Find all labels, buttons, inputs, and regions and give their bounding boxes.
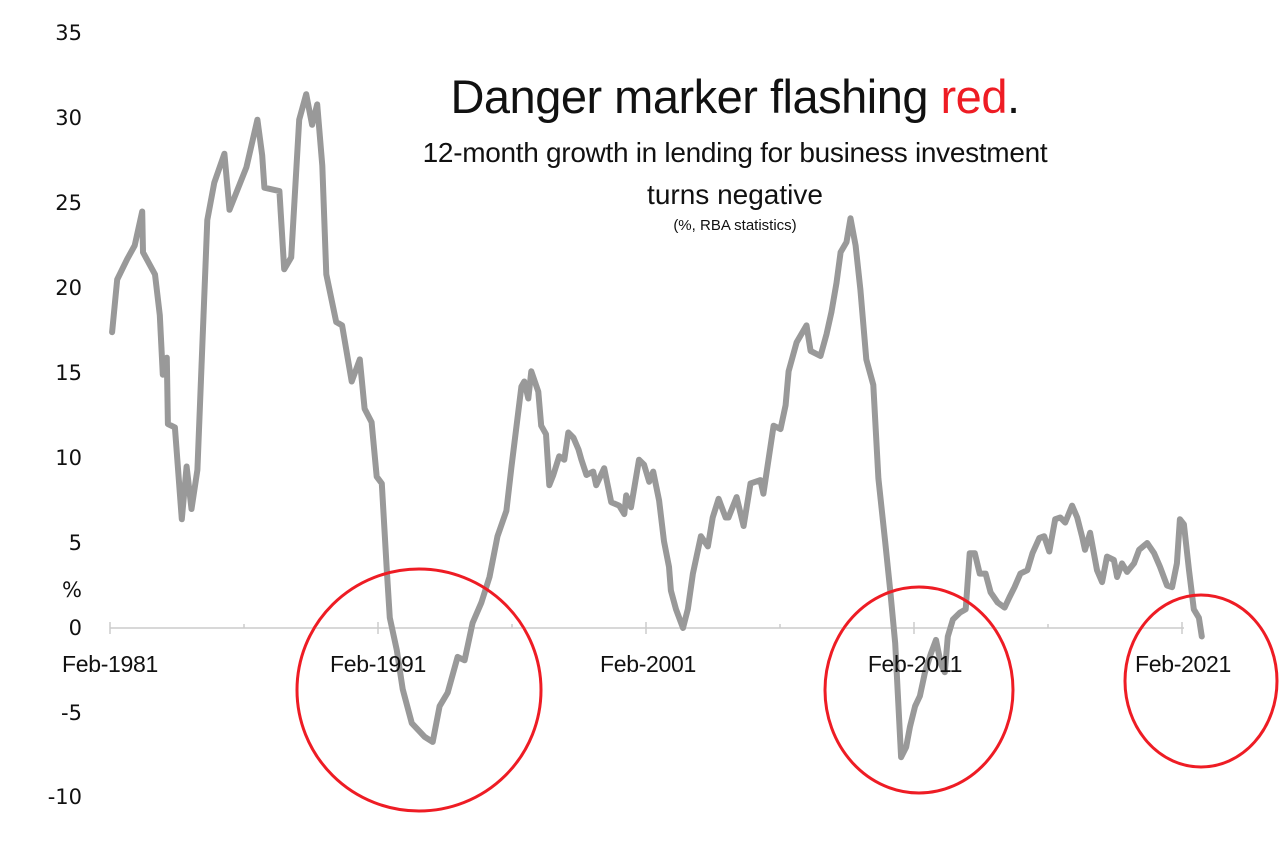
y-axis-unit-label: %	[62, 578, 82, 602]
x-tick-label: Feb-1991	[329, 651, 427, 677]
red-circle-1991	[295, 567, 543, 813]
y-tick-label: 35	[55, 21, 82, 45]
x-tick-label: Feb-2011	[867, 651, 963, 677]
chart-title: Danger marker flashing red.	[380, 70, 1090, 124]
chart-subtitle-line1: 12-month growth in lending for business …	[422, 137, 1048, 168]
y-tick-label: 0	[68, 616, 82, 640]
y-tick-label: 20	[55, 276, 82, 300]
chart-subtitle-line2: turns negative	[647, 179, 823, 210]
x-axis	[109, 622, 1184, 634]
y-tick-label: 30	[55, 106, 82, 130]
x-tick-label: Feb-1981	[61, 651, 159, 677]
y-tick-label: -10	[47, 785, 82, 809]
red-circle-2011	[823, 585, 1015, 795]
red-circle-2021	[1123, 593, 1279, 769]
danger-circles	[295, 567, 1279, 813]
title-end: .	[1006, 70, 1020, 123]
lending-growth-line	[109, 91, 1205, 761]
title-accent-red: red	[940, 70, 1008, 123]
chart-source-note: (%, RBA statistics)	[673, 217, 797, 234]
x-tick-label: Feb-2021	[1134, 651, 1232, 677]
x-tick-label: Feb-2001	[599, 651, 697, 677]
y-tick-label: 10	[55, 446, 82, 470]
title-main: Danger marker flashing	[450, 70, 941, 123]
y-tick-label: 5	[68, 531, 82, 555]
y-tick-label: 25	[55, 191, 82, 215]
y-tick-label: -5	[61, 701, 82, 725]
y-tick-label: 15	[55, 361, 82, 385]
